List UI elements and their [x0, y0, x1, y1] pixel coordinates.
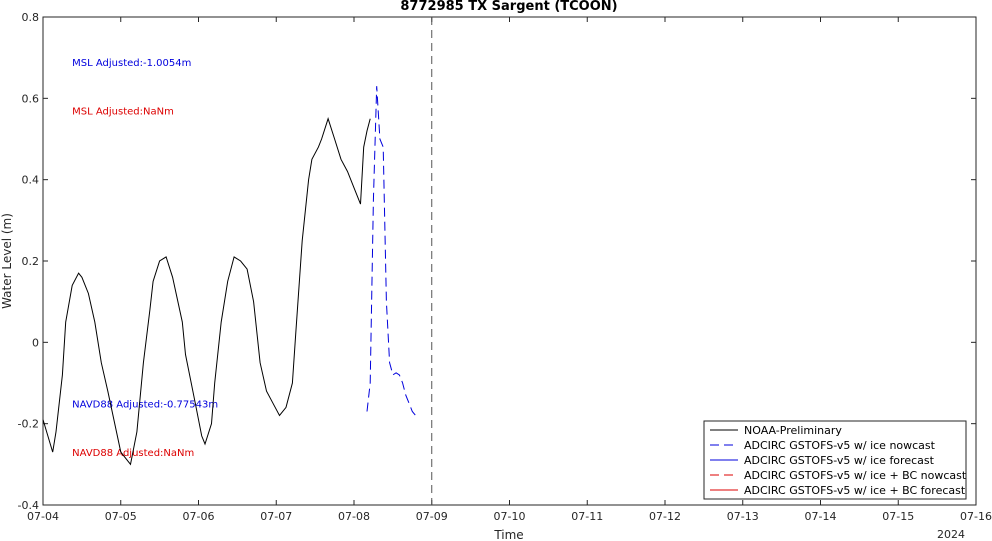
series-line-0 — [42, 117, 371, 466]
series-layer — [42, 86, 420, 466]
x-tick-label: 07-16 — [960, 510, 992, 523]
x-tick-label: 07-09 — [416, 510, 448, 523]
legend-entry-label: NOAA-Preliminary — [744, 424, 842, 437]
annotations: MSL Adjusted:-1.0054m MSL Adjusted:NaNm NA… — [72, 58, 218, 459]
legend-entry-label: ADCIRC GSTOFS-v5 w/ ice nowcast — [744, 439, 936, 452]
y-axis-title: Water Level (m) — [0, 213, 14, 309]
x-axis-title: Time — [493, 528, 523, 541]
x-tick-label: 07-04 — [27, 510, 59, 523]
x-tick-label: 07-05 — [105, 510, 137, 523]
chart-title: 8772985 TX Sargent (TCOON) — [400, 0, 617, 14]
x-tick-label: 07-15 — [882, 510, 914, 523]
series-line-1 — [366, 86, 420, 419]
x-tick-label: 07-10 — [494, 510, 526, 523]
y-tick-label: 0.6 — [22, 92, 40, 105]
datum-annotation: MSL Adjusted:NaNm — [72, 107, 174, 118]
x-tick-label: 07-13 — [727, 510, 759, 523]
legend-entry-label: ADCIRC GSTOFS-v5 w/ ice + BC forecast — [744, 484, 966, 497]
legend-entry-label: ADCIRC GSTOFS-v5 w/ ice + BC nowcast — [744, 469, 967, 482]
datum-annotation: NAVD88 Adjusted:-0.77543m — [72, 399, 218, 410]
x-axis: 07-04 07-05 07-06 07-07 07-08 07-09 07-10 07-11… — [27, 17, 992, 523]
legend: NOAA-Preliminary ADCIRC GSTOFS-v5 w/ ice … — [703, 420, 967, 500]
legend-entry-label: ADCIRC GSTOFS-v5 w/ ice forecast — [744, 454, 935, 467]
x-tick-label: 07-06 — [183, 510, 215, 523]
y-tick-label: 0.8 — [22, 11, 40, 24]
y-tick-label: 0 — [32, 336, 39, 349]
x-tick-label: 07-11 — [571, 510, 603, 523]
datum-annotation: NAVD88 Adjusted:NaNm — [72, 448, 194, 459]
y-tick-label: 0.2 — [22, 255, 40, 268]
x-tick-label: 07-14 — [805, 510, 837, 523]
legend-box — [703, 420, 967, 500]
y-axis: -0.4 -0.2 0 0.2 0.4 0.6 0.8 — [18, 11, 976, 512]
datum-annotation: MSL Adjusted:-1.0054m — [72, 58, 191, 69]
x-tick-label: 07-08 — [338, 510, 370, 523]
x-tick-label: 07-12 — [649, 510, 681, 523]
y-tick-label: -0.4 — [18, 499, 39, 512]
y-tick-label: 0.4 — [22, 174, 40, 187]
year-label: 2024 — [937, 528, 965, 541]
y-tick-label: -0.2 — [18, 418, 39, 431]
x-tick-label: 07-07 — [260, 510, 292, 523]
